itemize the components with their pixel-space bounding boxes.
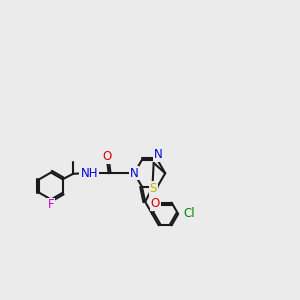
Text: F: F [48,199,54,212]
Text: H: H [80,170,87,180]
Text: N: N [154,148,162,161]
Text: Cl: Cl [184,208,195,220]
Text: O: O [151,197,160,210]
Text: N: N [130,167,139,180]
Text: S: S [150,182,157,195]
Text: NH: NH [80,167,98,180]
Text: O: O [103,150,112,163]
